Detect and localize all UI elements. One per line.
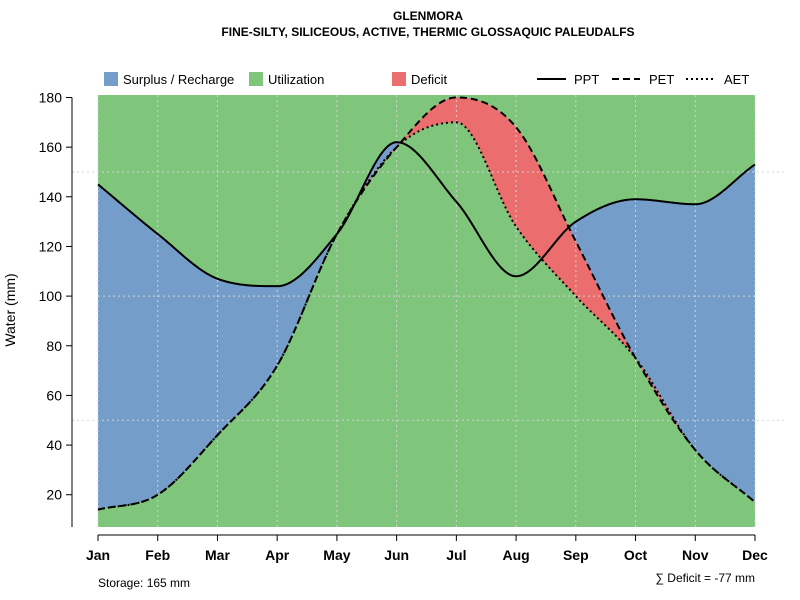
y-tick-label-180: 180 xyxy=(39,89,63,105)
legend-label-aet: AET xyxy=(724,72,749,87)
x-tick-label-jul: Jul xyxy=(446,547,466,563)
y-tick-label-160: 160 xyxy=(39,139,63,155)
y-tick-label-80: 80 xyxy=(46,338,62,354)
x-tick-label-feb: Feb xyxy=(145,547,170,563)
legend-swatch-surplus xyxy=(104,72,118,86)
area-utilization xyxy=(98,122,755,527)
axes: 20 40 60 80 100 120 140 160 180 Jan Feb Mar Apr May Ju… xyxy=(39,89,768,563)
x-tick-label-may: May xyxy=(323,547,350,563)
legend-swatch-deficit xyxy=(392,72,406,86)
legend-label-deficit: Deficit xyxy=(411,72,448,87)
x-tick-label-nov: Nov xyxy=(682,547,709,563)
x-tick-label-aug: Aug xyxy=(502,547,529,563)
y-tick-label-60: 60 xyxy=(46,387,62,403)
legend-swatch-utilization xyxy=(249,72,263,86)
series-line-ppt xyxy=(97,141,756,288)
series-line-pet xyxy=(97,96,756,511)
series-line-aet xyxy=(97,121,756,511)
legend-label-ppt: PPT xyxy=(574,72,599,87)
x-tick-label-jan: Jan xyxy=(86,547,110,563)
series-lines xyxy=(97,96,756,511)
storage-label: Storage: 165 mm xyxy=(98,576,190,590)
chart-title: GLENMORA xyxy=(393,9,463,23)
legend: Surplus / Recharge Utilization Deficit P… xyxy=(104,72,749,87)
x-tick-label-dec: Dec xyxy=(742,547,768,563)
legend-label-utilization: Utilization xyxy=(268,72,324,87)
legend-label-surplus: Surplus / Recharge xyxy=(123,72,234,87)
x-tick-label-oct: Oct xyxy=(624,547,648,563)
x-tick-label-sep: Sep xyxy=(563,547,589,563)
y-tick-label-40: 40 xyxy=(46,437,62,453)
x-tick-label-apr: Apr xyxy=(265,547,290,563)
chart-subtitle: FINE-SILTY, SILICEOUS, ACTIVE, THERMIC G… xyxy=(221,25,634,39)
grid xyxy=(72,95,785,527)
deficit-sum-label: ∑ Deficit = -77 mm xyxy=(655,571,755,585)
y-axis-title: Water (mm) xyxy=(2,273,18,346)
x-tick-label-mar: Mar xyxy=(205,547,230,563)
legend-label-pet: PET xyxy=(649,72,674,87)
y-tick-label-120: 120 xyxy=(39,238,63,254)
x-tick-label-jun: Jun xyxy=(384,547,409,563)
plot-areas xyxy=(98,95,755,527)
y-tick-label-20: 20 xyxy=(46,487,62,503)
y-tick-label-140: 140 xyxy=(39,189,63,205)
y-tick-label-100: 100 xyxy=(39,288,63,304)
